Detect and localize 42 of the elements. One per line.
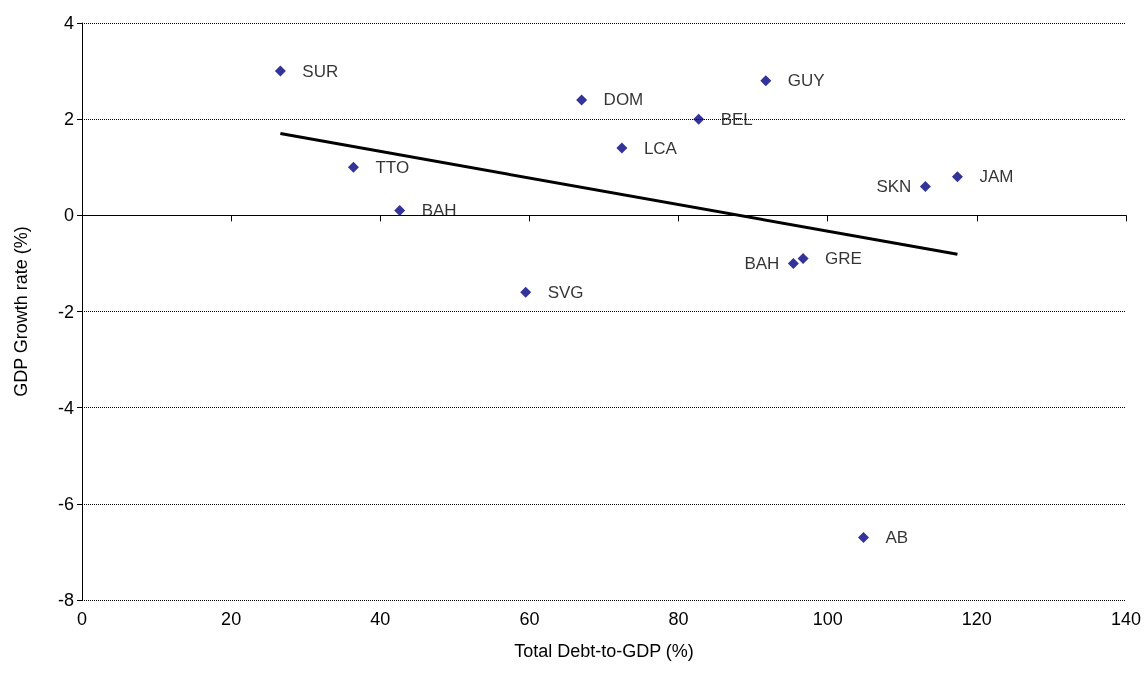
x-tick-label: 40 [370, 609, 391, 629]
annotation: SUR [302, 61, 339, 81]
x-tick-label: 140 [1110, 609, 1142, 629]
annotation: DOM [603, 90, 644, 110]
x-tick-label: 100 [812, 609, 843, 629]
y-tick-label: 2 [63, 109, 74, 130]
x-tick-label: 20 [221, 609, 242, 629]
annotation: BAH [744, 253, 780, 273]
annotation: GUY [787, 71, 825, 91]
point [347, 161, 359, 173]
point [787, 257, 799, 269]
point [616, 142, 628, 154]
annotation: TTO [375, 157, 410, 177]
y-tick-label: -8 [57, 590, 74, 610]
point [919, 180, 931, 192]
y-tick-label: 4 [63, 13, 74, 33]
point [394, 205, 406, 217]
x-axis-title: Total Debt-to-GDP (%) [514, 641, 694, 661]
x-tick-label: 80 [668, 609, 689, 629]
y-tick-label: -2 [57, 301, 74, 322]
x-tick-label: 0 [76, 609, 88, 629]
y-tick-label: -4 [57, 397, 74, 418]
point [797, 253, 809, 265]
annotation: AB [885, 527, 909, 547]
point [951, 171, 963, 183]
annotation: SVG [547, 282, 584, 302]
annotation: JAM [979, 167, 1014, 187]
y-tick-label: 0 [63, 205, 74, 226]
x-tick-label: 60 [519, 609, 540, 629]
point [576, 94, 588, 106]
point [520, 286, 532, 298]
annotation: LCA [643, 138, 678, 158]
annotation: GRE [825, 249, 862, 269]
point [274, 65, 286, 77]
annotation: BEL [720, 109, 753, 129]
y-axis-title: GDP Growth rate (%) [11, 226, 31, 397]
point [760, 75, 772, 87]
x-tick-label: 120 [961, 609, 992, 629]
y-tick-label: -6 [57, 493, 74, 514]
annotation: SKN [876, 176, 912, 196]
point [858, 531, 869, 543]
point [693, 113, 705, 125]
